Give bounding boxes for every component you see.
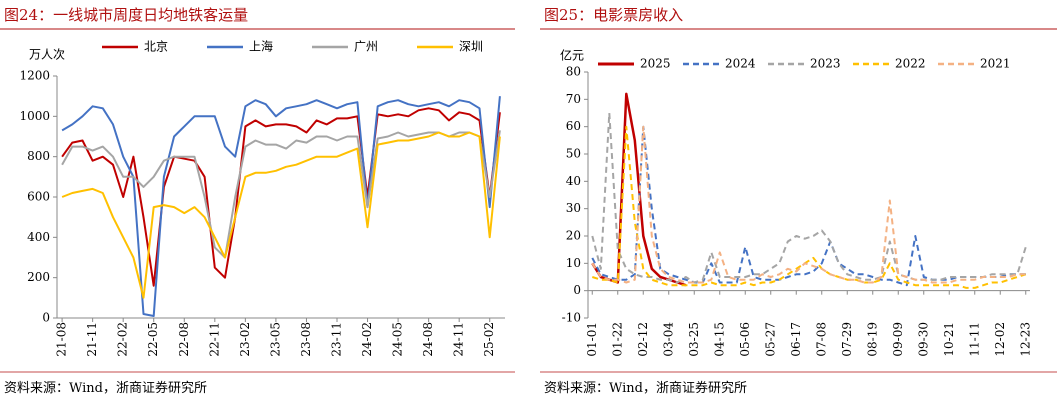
x-tick-label: 23-11 bbox=[330, 322, 344, 357]
y-tick-label: 30 bbox=[566, 201, 581, 215]
legend-label: 广州 bbox=[354, 40, 378, 54]
y-tick-label: -10 bbox=[562, 311, 581, 325]
y-tick-label: 0 bbox=[42, 311, 50, 325]
x-tick-label: 23-02 bbox=[238, 322, 252, 357]
y-tick-label: 0 bbox=[573, 283, 581, 297]
x-tick-label: 21-11 bbox=[85, 322, 99, 357]
y-tick-label: 1000 bbox=[19, 109, 50, 123]
figure-title: 图24：一线城市周度日均地铁客运量 bbox=[4, 6, 248, 24]
series-line bbox=[591, 125, 1027, 289]
series-line bbox=[591, 112, 1027, 284]
x-tick-label: 03-04 bbox=[661, 322, 675, 357]
y-tick-label: 600 bbox=[27, 190, 50, 204]
legend-label: 深圳 bbox=[459, 40, 483, 54]
y-axis-label: 万人次 bbox=[29, 48, 65, 62]
legend-label: 2024 bbox=[725, 57, 756, 71]
x-tick-label: 22-02 bbox=[116, 322, 130, 357]
x-tick-label: 22-08 bbox=[177, 322, 191, 357]
x-tick-label: 21-08 bbox=[55, 322, 69, 357]
source: 资料来源：Wind，浙商证券研究所 bbox=[544, 380, 747, 396]
series-line bbox=[61, 131, 501, 299]
y-axis-label: 亿元 bbox=[560, 48, 584, 63]
x-tick-label: 09-09 bbox=[891, 322, 905, 357]
legend-label: 2021 bbox=[980, 57, 1011, 71]
x-tick-label: 05-06 bbox=[738, 322, 752, 357]
x-tick-label: 23-08 bbox=[299, 322, 313, 357]
y-tick-label: 10 bbox=[566, 256, 581, 270]
x-tick-label: 06-17 bbox=[789, 322, 803, 357]
y-tick-label: 20 bbox=[566, 229, 581, 243]
x-tick-label: 07-08 bbox=[814, 322, 828, 357]
source: 资料来源：Wind，浙商证券研究所 bbox=[4, 380, 207, 396]
y-tick-label: 40 bbox=[566, 174, 581, 188]
y-tick-label: 400 bbox=[27, 230, 50, 244]
legend-label: 上海 bbox=[249, 39, 273, 54]
y-tick-label: 200 bbox=[27, 270, 50, 284]
y-tick-label: 80 bbox=[566, 65, 581, 79]
x-tick-label: 22-11 bbox=[207, 322, 221, 357]
series-line bbox=[591, 125, 1026, 284]
x-tick-label: 24-02 bbox=[360, 322, 374, 357]
x-tick-label: 08-19 bbox=[865, 322, 879, 357]
x-tick-label: 25-02 bbox=[482, 322, 496, 357]
y-tick-label: 70 bbox=[566, 92, 581, 106]
x-tick-label: 23-05 bbox=[268, 322, 282, 357]
y-tick-label: 800 bbox=[27, 149, 50, 163]
x-tick-label: 07-29 bbox=[840, 322, 854, 357]
x-tick-label: 22-05 bbox=[146, 322, 160, 357]
series-line bbox=[61, 107, 501, 287]
x-tick-label: 04-15 bbox=[712, 322, 726, 357]
x-tick-label: 12-02 bbox=[993, 322, 1007, 357]
y-tick-label: 1200 bbox=[19, 69, 50, 83]
x-tick-label: 02-12 bbox=[636, 322, 650, 357]
y-tick-label: 60 bbox=[566, 119, 581, 133]
x-tick-label: 24-08 bbox=[421, 322, 435, 357]
x-tick-label: 12-23 bbox=[1018, 322, 1032, 357]
x-tick-label: 01-01 bbox=[585, 322, 599, 357]
x-tick-label: 10-21 bbox=[942, 322, 956, 357]
legend-label: 2023 bbox=[810, 57, 841, 71]
x-tick-label: 01-22 bbox=[610, 322, 624, 357]
x-tick-label: 24-11 bbox=[452, 322, 466, 357]
y-tick-label: 50 bbox=[566, 147, 581, 161]
series-line bbox=[61, 130, 501, 259]
legend-label: 2025 bbox=[640, 57, 671, 71]
series-line bbox=[61, 96, 501, 317]
x-tick-label: 11-11 bbox=[967, 322, 981, 357]
legend-label: 2022 bbox=[895, 57, 926, 71]
legend-label: 北京 bbox=[144, 40, 168, 54]
x-tick-label: 03-25 bbox=[687, 322, 701, 357]
x-tick-label: 09-30 bbox=[916, 322, 930, 357]
x-tick-label: 05-27 bbox=[763, 322, 777, 357]
figure-title: 图25：电影票房收入 bbox=[544, 6, 683, 24]
x-tick-label: 24-05 bbox=[391, 322, 405, 357]
